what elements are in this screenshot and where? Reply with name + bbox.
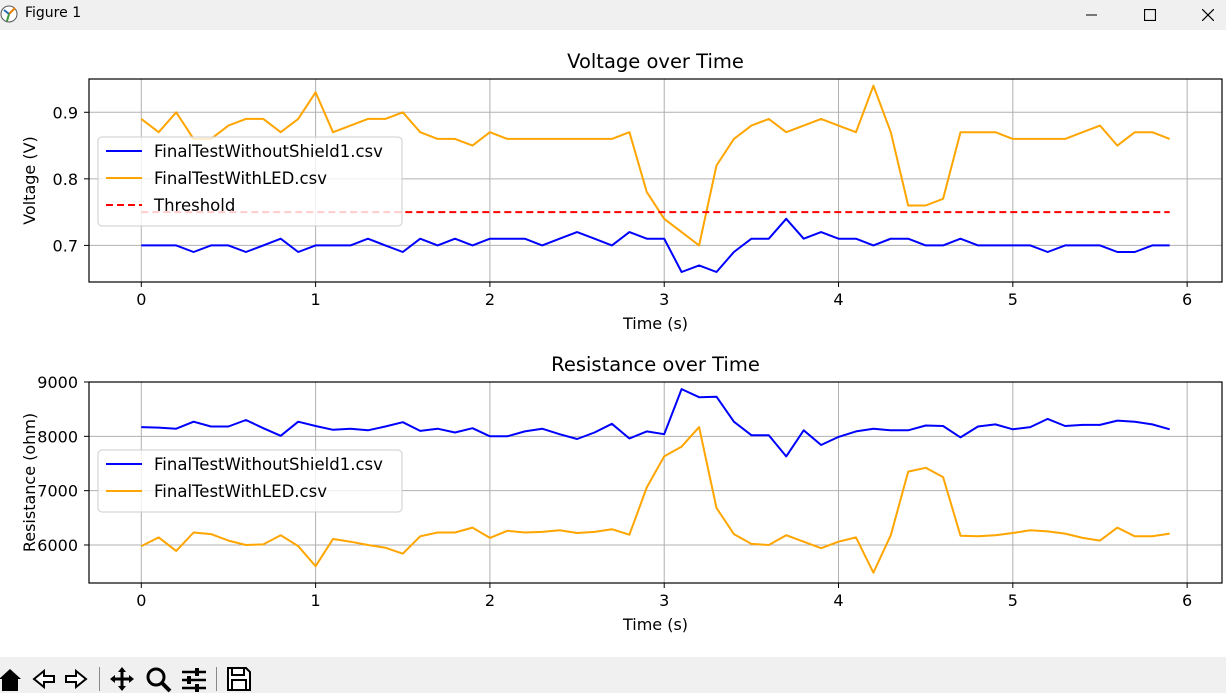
window-title: Figure 1 [25,5,82,21]
toolbar-separator [216,667,217,691]
x-tick-label: 6 [1182,591,1192,610]
close-icon [1202,9,1214,21]
minimize-button[interactable] [1069,0,1115,30]
series-line-1 [140,84,1171,247]
legend-label: FinalTestWithLED.csv [154,482,327,501]
home-icon[interactable] [0,665,24,693]
save-icon[interactable] [225,665,253,693]
x-tick-label: 5 [1008,591,1018,610]
y-tick-label: 6000 [37,536,78,555]
configure-subplots-icon[interactable] [180,665,208,693]
y-axis-label: Voltage (V) [20,136,39,225]
forward-icon[interactable] [62,665,90,693]
pan-icon[interactable] [108,665,136,693]
zoom-icon[interactable] [144,665,172,693]
maximize-icon [1144,9,1156,21]
x-tick-label: 3 [659,591,669,610]
series-line-1 [140,426,1170,574]
x-tick-label: 4 [833,290,843,309]
series-line-0 [141,388,1170,458]
axes-frame [88,381,1223,584]
legend-label: FinalTestWithoutShield1.csv [154,142,383,161]
back-icon[interactable] [30,665,58,693]
x-tick-label: 2 [485,591,495,610]
x-tick-label: 0 [136,591,146,610]
legend-label: FinalTestWithLED.csv [154,169,327,188]
minimize-icon [1086,14,1097,16]
matplotlib-app-icon [0,5,18,23]
x-tick-label: 1 [311,591,321,610]
y-tick-label: 0.7 [53,236,78,255]
legend-box [97,449,403,513]
maximize-button[interactable] [1127,0,1173,30]
legend-label: FinalTestWithoutShield1.csv [154,455,383,474]
x-tick-label: 6 [1182,290,1192,309]
figure-canvas: 0 1 2 3 4 5 6 0.7 0.8 0.9 Voltage over Time Time (s… [0,30,1226,657]
x-tick-label: 0 [136,290,146,309]
y-tick-label: 7000 [37,482,78,501]
y-tick-label: 8000 [37,427,78,446]
window-titlebar: Figure 1 [0,0,1226,30]
y-tick-label: 9000 [37,373,78,392]
x-tick-label: 5 [1008,290,1018,309]
y-axis-label: Resistance (ohm) [20,413,39,552]
close-button[interactable] [1185,0,1226,30]
x-tick-label: 1 [311,290,321,309]
x-tick-label: 2 [485,290,495,309]
chart-title: Voltage over Time [567,50,744,73]
legend-label: Threshold [153,196,235,215]
legend-box [97,136,403,227]
x-axis-label: Time (s) [622,615,688,634]
x-tick-label: 3 [659,290,669,309]
series-line-0 [141,217,1170,273]
navigation-toolbar [0,657,1226,693]
y-tick-label: 0.9 [53,103,78,122]
chart-title: Resistance over Time [551,353,760,376]
figure-svg: 0 1 2 3 4 5 6 0.7 0.8 0.9 Voltage over Time Time (s… [20,50,1223,634]
axes-frame [88,78,1223,283]
y-tick-label: 0.8 [53,170,78,189]
x-tick-label: 4 [833,591,843,610]
toolbar-separator [99,667,100,691]
x-axis-label: Time (s) [622,314,688,333]
